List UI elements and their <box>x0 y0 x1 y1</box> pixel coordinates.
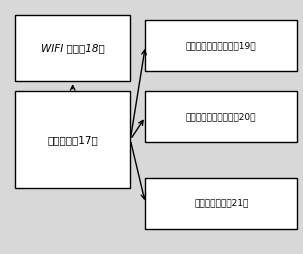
Text: 换能器信号采集芯片（20）: 换能器信号采集芯片（20） <box>186 112 256 121</box>
Text: 电机控制芯片（21）: 电机控制芯片（21） <box>194 199 248 208</box>
Text: WIFI 模块（18）: WIFI 模块（18） <box>41 43 105 53</box>
Text: 容栅尺信号采集芯片（19）: 容栅尺信号采集芯片（19） <box>186 41 257 50</box>
Bar <box>145 178 297 229</box>
Bar <box>145 20 297 71</box>
Bar <box>15 15 130 81</box>
Bar <box>15 91 130 188</box>
Bar <box>145 91 297 142</box>
Text: 主控芯片（17）: 主控芯片（17） <box>47 135 98 145</box>
